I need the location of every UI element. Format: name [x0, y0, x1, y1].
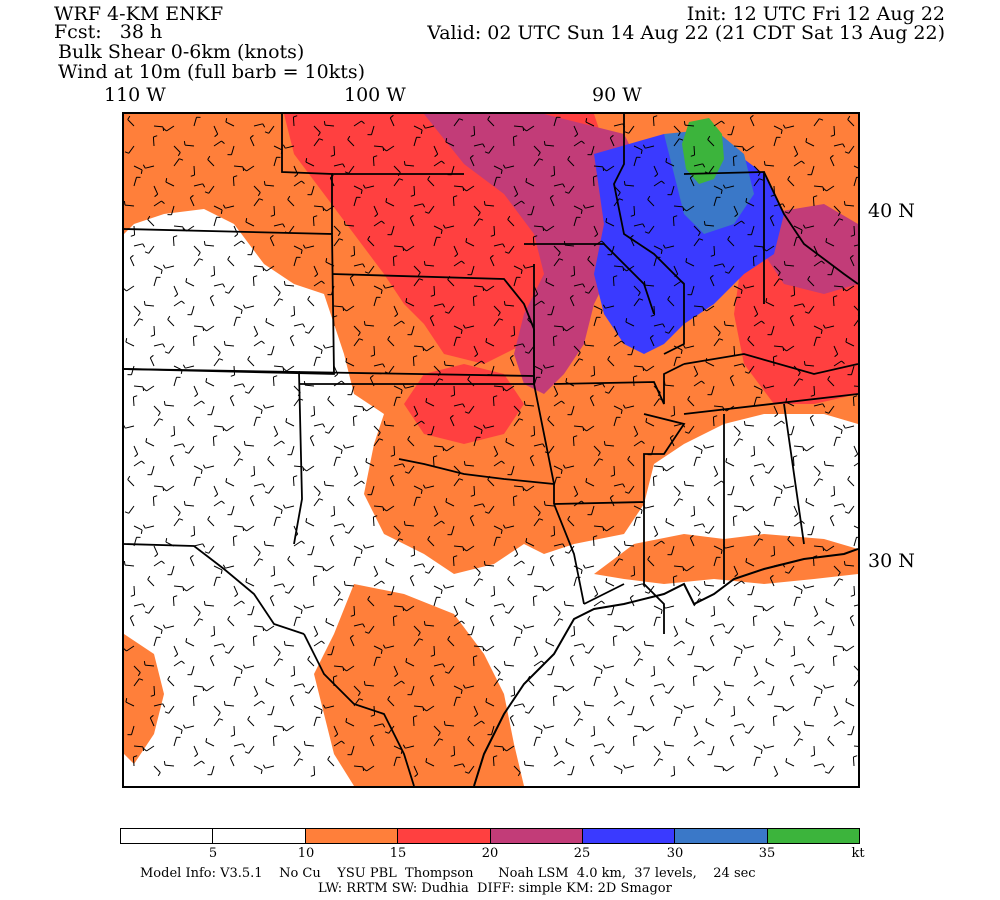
shear-map: [122, 112, 860, 788]
field-title-shear: Bulk Shear 0-6km (knots): [58, 41, 305, 63]
colorbar-cell-1: [213, 829, 306, 843]
physics-info-line: LW: RRTM SW: Dudhia DIFF: simple KM: 2D …: [318, 881, 672, 896]
lon-label-90w: 90 W: [592, 84, 642, 106]
wind-barbs: [124, 114, 858, 778]
colorbar-tick-30: 30: [666, 846, 684, 861]
lat-label-40n: 40 N: [868, 200, 915, 222]
lat-label-30n: 30 N: [868, 550, 915, 572]
init-time: Init: 12 UTC Fri 12 Aug 22: [686, 3, 945, 25]
colorbar-tick-10: 10: [297, 846, 315, 861]
colorbar-tick-5: 5: [208, 846, 218, 861]
forecast-hour: Fcst: 38 h: [54, 21, 163, 43]
model-info-line: Model Info: V3.5.1 No Cu YSU PBL Thompso…: [140, 866, 756, 881]
lon-label-110w: 110 W: [104, 84, 166, 106]
colorbar: [120, 828, 860, 844]
colorbar-cell-7: [767, 829, 859, 843]
field-title-wind: Wind at 10m (full barb = 10kts): [58, 61, 366, 83]
colorbar-cell-2: [305, 829, 399, 843]
shear-map-graphic: [124, 114, 858, 786]
valid-time: Valid: 02 UTC Sun 14 Aug 22 (21 CDT Sat …: [427, 22, 945, 44]
gulf-coastline: [473, 548, 858, 786]
colorbar-cell-3: [398, 829, 491, 843]
colorbar-tick-15: 15: [389, 846, 407, 861]
colorbar-cell-6: [675, 829, 768, 843]
colorbar-cell-4: [490, 829, 583, 843]
lon-label-100w: 100 W: [344, 84, 406, 106]
colorbar-tick-35: 35: [758, 846, 776, 861]
colorbar-cell-0: [121, 829, 214, 843]
colorbar-tick-25: 25: [573, 846, 591, 861]
colorbar-unit-kt: kt: [851, 846, 865, 861]
colorbar-tick-20: 20: [481, 846, 499, 861]
colorbar-cell-5: [582, 829, 676, 843]
model-title: WRF 4-KM ENKF: [54, 3, 224, 25]
